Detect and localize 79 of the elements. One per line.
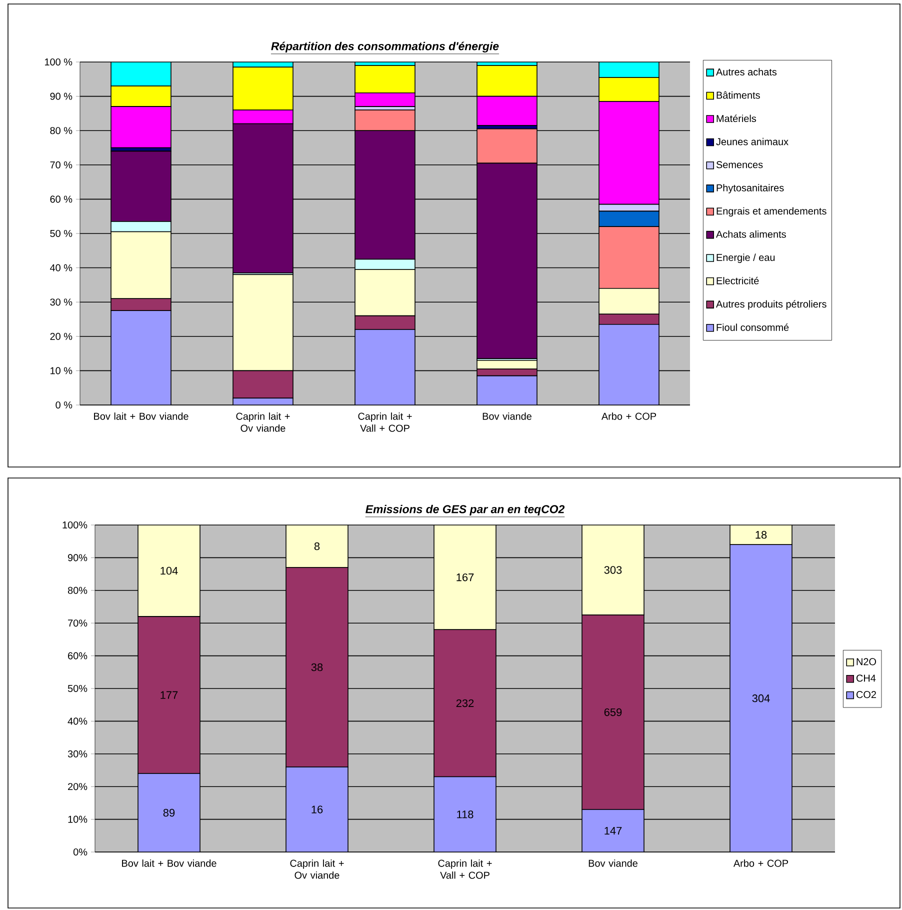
x-tick-label: Bov viande <box>588 860 638 867</box>
x-tick-label: Bov viande <box>482 412 532 420</box>
x-tick-label: Bov lait + Bov viande <box>122 860 216 867</box>
annotation: 16 <box>312 806 323 814</box>
annotation: 118 <box>457 810 474 818</box>
y-tick-label: 30 % <box>50 298 72 306</box>
annotation: 89 <box>163 808 175 817</box>
bar <box>286 766 348 852</box>
y-tick-label: 20% <box>68 783 88 790</box>
bar <box>138 524 200 617</box>
y-tick-label: 60% <box>68 652 88 660</box>
y-tick-label: 0% <box>73 848 88 856</box>
legend-label: CO2 <box>856 691 876 698</box>
legend-label: Electricité <box>716 276 759 284</box>
legend-label: Jeunes animaux <box>716 138 788 146</box>
x-tick-label: Caprin lait + Vall + COP <box>438 860 492 879</box>
chart-title: Répartition des consommations d'énergie <box>271 42 499 52</box>
legend-label: Energie / eau <box>716 254 775 263</box>
bar <box>434 524 496 630</box>
y-tick-label: 50% <box>68 684 88 692</box>
bar <box>354 329 416 405</box>
y-tick-label: 40 % <box>50 264 72 272</box>
x-tick-label: Caprin lait + Vall + COP <box>358 412 412 432</box>
y-tick-label: 10 % <box>50 367 72 374</box>
y-tick-label: 100 % <box>44 58 72 66</box>
legend-label: CH4 <box>856 674 876 682</box>
legend-label: Phytosanitaires <box>716 184 784 194</box>
bar <box>582 809 644 852</box>
bar <box>286 524 348 568</box>
bar <box>138 773 200 852</box>
annotation: 38 <box>311 663 323 672</box>
y-tick-label: 50 % <box>50 230 72 238</box>
legend-label: Fioul consommé <box>716 323 789 331</box>
y-tick-label: 80% <box>68 586 88 594</box>
annotation: 18 <box>756 530 767 539</box>
x-tick-label: Caprin lait + Ov viande <box>236 412 290 432</box>
bar <box>476 375 538 405</box>
bar <box>730 544 792 852</box>
annotation: 147 <box>604 826 622 835</box>
bar <box>598 62 660 78</box>
y-tick-label: 0 % <box>56 401 72 409</box>
y-tick-label: 10% <box>68 816 88 823</box>
annotation: 303 <box>604 566 622 574</box>
legend-label: Achats aliments <box>716 230 786 238</box>
bar <box>110 310 172 405</box>
y-tick-label: 80 % <box>50 127 72 134</box>
x-tick-label: Arbo + COP <box>733 860 788 867</box>
annotation: 304 <box>752 694 770 702</box>
annotation: 104 <box>160 566 178 575</box>
y-tick-label: 40% <box>68 718 88 725</box>
x-tick-label: Bov lait + Bov viande <box>94 412 188 420</box>
annotation: 659 <box>604 708 622 716</box>
y-tick-label: 60 % <box>50 196 72 203</box>
annotation: 177 <box>160 691 178 699</box>
bar <box>434 776 496 852</box>
x-tick-label: Arbo + COP <box>601 412 656 420</box>
y-tick-label: 100% <box>62 521 88 529</box>
x-tick-label: Caprin lait + Ov viande <box>290 860 344 879</box>
annotation: 8 <box>314 542 320 550</box>
y-tick-label: 30% <box>68 750 88 758</box>
legend-label: Engrais et amendements <box>716 207 826 217</box>
bar <box>730 524 792 546</box>
legend-label: Matériels <box>716 114 756 122</box>
legend-label: N2O <box>856 658 876 666</box>
chart-title: Emissions de GES par an en teqCO2 <box>366 504 565 516</box>
legend-label: Semences <box>716 161 763 168</box>
legend-label: Autres produits pétroliers <box>716 300 826 310</box>
bar <box>598 324 660 405</box>
y-tick-label: 90 % <box>50 92 72 100</box>
annotation: 167 <box>456 573 474 582</box>
y-tick-label: 70 % <box>50 161 72 168</box>
annotation: 232 <box>456 699 474 708</box>
bar <box>110 62 172 86</box>
y-tick-label: 90% <box>68 554 88 562</box>
bar <box>582 524 644 616</box>
y-tick-label: 70% <box>68 620 88 627</box>
y-tick-label: 20 % <box>50 332 72 340</box>
legend-label: Autres achats <box>716 68 777 76</box>
legend-label: Bâtiments <box>716 91 760 99</box>
